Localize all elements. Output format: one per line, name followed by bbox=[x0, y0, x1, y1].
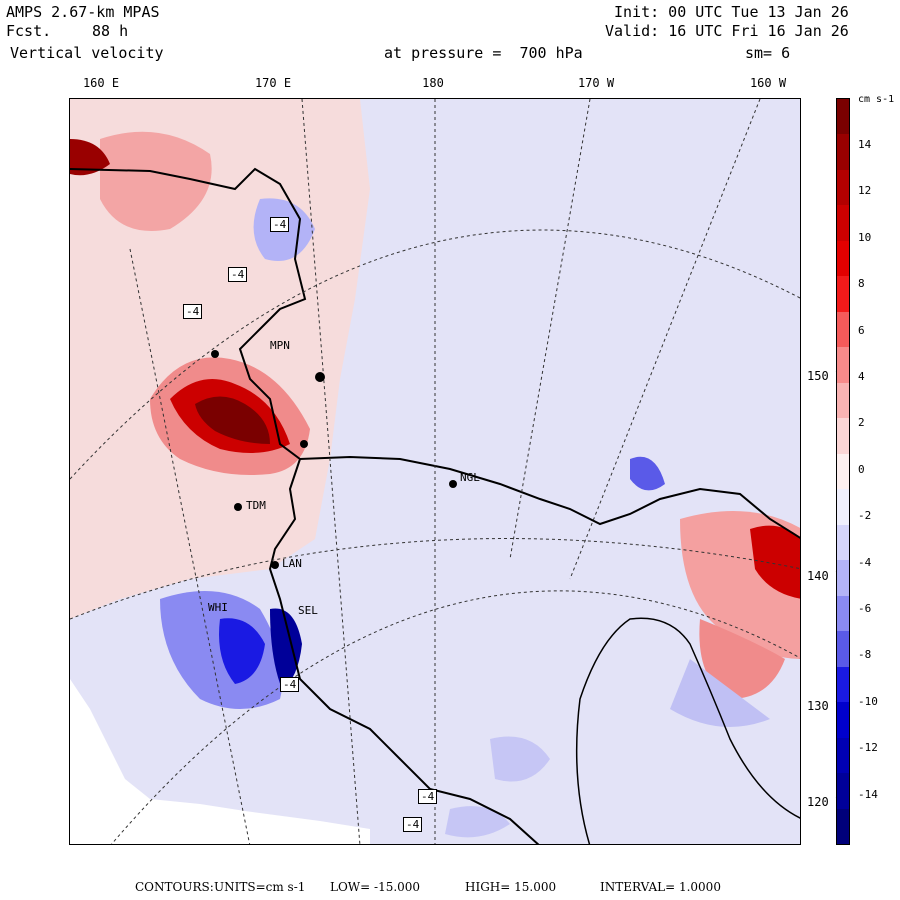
colorbar-segment bbox=[837, 134, 849, 171]
pressure-level: at pressure = 700 hPa bbox=[384, 44, 583, 62]
colorbar-segment bbox=[837, 205, 849, 242]
footer-units: UNITS=cm s-1 bbox=[214, 880, 306, 894]
colorbar-segment bbox=[837, 169, 849, 206]
colorbar-segment bbox=[837, 347, 849, 384]
colorbar-tick-label: -12 bbox=[858, 741, 878, 755]
min-marker: -4 bbox=[418, 789, 438, 804]
min-marker: -4 bbox=[183, 304, 203, 319]
min-marker: -4 bbox=[270, 217, 290, 232]
min-marker: -4 bbox=[228, 267, 248, 282]
forecast-label: Fcst. bbox=[6, 22, 52, 40]
min-marker: -4 bbox=[280, 677, 300, 692]
colorbar-segment bbox=[837, 311, 849, 348]
colorbar-segment bbox=[837, 773, 849, 810]
colorbar-tick-label: -6 bbox=[858, 602, 872, 615]
colorbar-tick-label: -10 bbox=[858, 694, 878, 708]
colorbar-segment bbox=[837, 808, 849, 845]
init-time: Init: 00 UTC Tue 13 Jan 26 bbox=[614, 3, 849, 21]
map-panel: NGL LAN TDM SEL WHI MPN -4 -4 -4 -4 -4 -… bbox=[69, 98, 801, 845]
lon-label-180: 180 bbox=[422, 76, 444, 90]
colorbar-segment bbox=[837, 524, 849, 561]
colorbar-units: cm s-1 bbox=[858, 94, 895, 105]
lon-label-170w: 170 W bbox=[577, 76, 615, 90]
colorbar-segment bbox=[837, 595, 849, 632]
station-tdm: TDM bbox=[246, 499, 266, 512]
vertical-velocity-map bbox=[70, 99, 800, 844]
lon-label-160e: 160 E bbox=[82, 76, 120, 90]
colorbar-segment bbox=[837, 382, 849, 419]
colorbar-segment bbox=[837, 702, 849, 739]
colorbar-tick-label: 2 bbox=[858, 416, 865, 430]
colorbar-segment bbox=[837, 489, 849, 526]
station-sel: SEL bbox=[298, 604, 318, 617]
colorbar-segment bbox=[837, 737, 849, 774]
colorbar-tick-label: 8 bbox=[858, 277, 865, 291]
smoothing: sm= 6 bbox=[745, 44, 791, 62]
colorbar-segment bbox=[837, 666, 849, 703]
colorbar-tick-label: -4 bbox=[858, 555, 872, 569]
colorbar-tick-label: 14 bbox=[858, 138, 872, 151]
colorbar-segment bbox=[837, 631, 849, 668]
colorbar-tick-label: 6 bbox=[858, 323, 865, 337]
colorbar-tick-label: -14 bbox=[858, 787, 878, 801]
forecast-hour: 88 h bbox=[92, 22, 129, 40]
colorbar-tick-label: 10 bbox=[858, 230, 872, 244]
footer-label: CONTOURS: bbox=[135, 880, 214, 894]
colorbar-tick-label: 0 bbox=[858, 462, 865, 476]
lon-label-160w: 160 W bbox=[749, 76, 787, 90]
footer-interval: INTERVAL= 1.0000 bbox=[600, 880, 721, 894]
colorbar-tick-label: -2 bbox=[858, 509, 872, 523]
colorbar-segment bbox=[837, 453, 849, 490]
station-ngl: NGL bbox=[460, 471, 480, 484]
lon-label-170e: 170 E bbox=[254, 76, 292, 90]
colorbar-tick-label: -8 bbox=[858, 648, 872, 662]
footer-low: LOW= -15.000 bbox=[330, 880, 421, 894]
station-mpn: MPN bbox=[270, 339, 290, 352]
colorbar-segment bbox=[837, 276, 849, 313]
field-name: Vertical velocity bbox=[10, 44, 164, 62]
colorbar-tick-label: 4 bbox=[858, 370, 865, 383]
colorbar-segment bbox=[837, 560, 849, 597]
colorbar-segment bbox=[837, 99, 849, 135]
footer-high: HIGH= 15.000 bbox=[465, 880, 557, 894]
colorbar bbox=[836, 98, 850, 845]
colorbar-tick-label: 12 bbox=[858, 184, 872, 198]
min-marker: -4 bbox=[403, 817, 423, 832]
model-title: AMPS 2.67-km MPAS bbox=[6, 3, 160, 21]
colorbar-segment bbox=[837, 240, 849, 277]
station-whi: WHI bbox=[208, 601, 228, 614]
colorbar-segment bbox=[837, 418, 849, 455]
station-lan: LAN bbox=[282, 557, 302, 570]
valid-time: Valid: 16 UTC Fri 16 Jan 26 bbox=[605, 22, 849, 40]
